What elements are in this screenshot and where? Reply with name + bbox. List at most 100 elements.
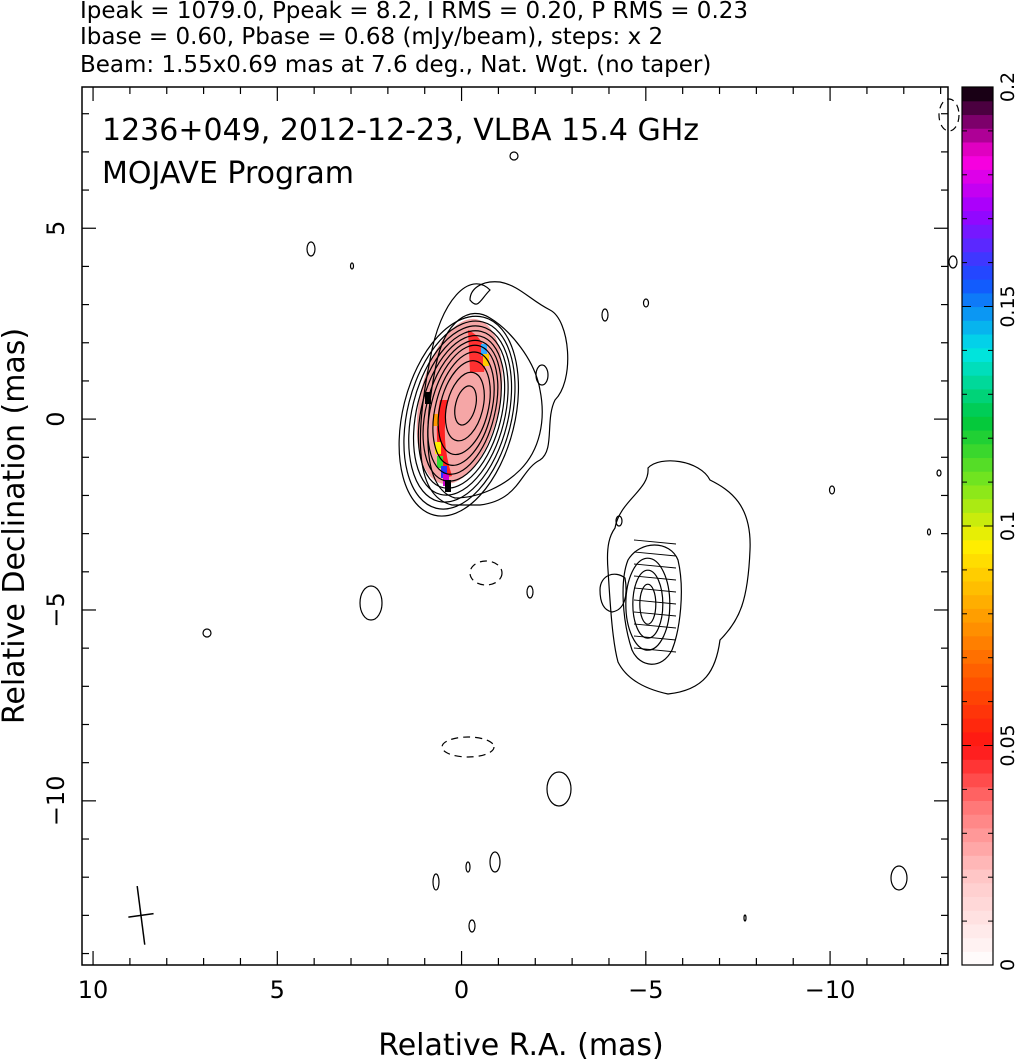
colorbar-band <box>962 594 993 609</box>
colorbar-band <box>962 855 993 870</box>
negative-noise-contour <box>938 98 960 132</box>
beam-minor-axis <box>128 912 154 918</box>
colorbar-band <box>962 251 993 266</box>
polarization-vector <box>633 635 677 641</box>
colorbar-band <box>962 224 993 239</box>
noise-contour <box>489 851 501 873</box>
contours <box>398 281 751 695</box>
noise-contour <box>526 585 534 599</box>
noise-contour <box>642 298 650 308</box>
colorbar-band <box>962 814 993 829</box>
x-tick-label: −10 <box>805 976 856 1004</box>
core-contour <box>432 351 495 466</box>
noise-contour <box>465 861 471 873</box>
colorbar-band <box>962 553 993 568</box>
colorbar-band <box>962 196 993 212</box>
header-line-2: Ibase = 0.60, Pbase = 0.68 (mJy/beam), s… <box>80 24 663 50</box>
colorbar-band <box>962 279 993 294</box>
colorbar-band <box>962 772 993 788</box>
polarization-pixel <box>481 344 487 356</box>
y-tick-label: 0 <box>42 411 70 426</box>
core-contour <box>427 312 543 499</box>
colorbar-band <box>962 100 993 116</box>
noise-contour <box>936 469 942 477</box>
colorbar-tick-label: 0.15 <box>997 285 1019 327</box>
colorbar-band <box>962 416 993 431</box>
polarization-vector <box>633 599 677 605</box>
colorbar-band <box>962 183 993 198</box>
colorbar: 0 0.05 0.1 0.15 0.2 <box>961 72 1019 971</box>
colorbar-band <box>962 526 993 541</box>
colorbar-band <box>962 333 993 349</box>
colorbar-band <box>962 443 993 459</box>
header-line-1: Ipeak = 1079.0, Ppeak = 8.2, I RMS = 0.2… <box>80 0 748 24</box>
x-tick-label: −5 <box>628 976 663 1004</box>
colorbar-band <box>962 114 993 129</box>
jet-contour <box>639 583 657 625</box>
noise-contour <box>926 528 932 536</box>
core-contour <box>408 325 513 503</box>
polarization-vector <box>633 647 677 653</box>
noise-contour <box>890 865 908 891</box>
colorbar-band <box>962 484 993 500</box>
colorbar-band <box>962 786 993 801</box>
colorbar-band <box>962 841 993 856</box>
colorbar-band <box>962 155 993 170</box>
colorbar-band <box>962 951 993 966</box>
colorbar-band <box>962 896 993 911</box>
x-tick-label: 5 <box>270 976 285 1004</box>
polarization-pixel <box>441 466 447 478</box>
polarization-vector <box>633 551 677 557</box>
core-contour <box>422 339 502 482</box>
polarization-vector <box>633 563 677 569</box>
colorbar-band <box>962 210 993 225</box>
y-axis-label: Relative Declination (mas) <box>0 328 32 724</box>
jet-contour <box>622 544 682 665</box>
colorbar-band <box>962 567 993 582</box>
colorbar-band <box>962 457 993 472</box>
core-contour <box>398 315 520 517</box>
polarization-vector <box>633 539 677 545</box>
chart-subtitle: MOJAVE Program <box>102 156 354 191</box>
noise-contour <box>349 262 355 270</box>
noise-contours <box>202 98 960 933</box>
core-contour <box>427 344 499 475</box>
polarization-vector <box>633 611 677 617</box>
core-outer-contour <box>419 281 569 506</box>
header-line-3: Beam: 1.55x0.69 mas at 7.6 deg., Nat. Wg… <box>80 52 711 78</box>
colorbar-band <box>962 265 993 280</box>
colorbar-band <box>962 141 993 157</box>
colorbar-tick-label: 0.05 <box>997 724 1019 766</box>
colorbar-band <box>962 759 993 774</box>
y-tick-label: 5 <box>42 221 70 236</box>
negative-noise-contour <box>469 560 503 586</box>
colorbar-band <box>962 388 993 404</box>
colorbar-band <box>962 868 993 884</box>
core-contour <box>444 371 485 442</box>
noise-contour <box>468 919 476 933</box>
jet-contour <box>625 557 671 651</box>
colorbar-band <box>962 87 993 102</box>
jet-outer-contour <box>606 460 751 695</box>
colorbar-band <box>962 361 993 376</box>
colorbar-band <box>962 731 993 747</box>
colorbar-band <box>962 622 993 637</box>
noise-contour <box>202 628 212 638</box>
polarization-pixel <box>435 442 441 454</box>
negative-noise-contour <box>441 736 495 758</box>
colorbar-band <box>962 347 993 362</box>
noise-contour <box>615 515 623 527</box>
noise-contour <box>359 585 383 621</box>
core-pink-region <box>416 318 503 485</box>
plot-frame <box>81 86 949 966</box>
beam-marker <box>128 885 154 945</box>
x-axis-label: Relative R.A. (mas) <box>378 1028 664 1060</box>
jet-side-contour <box>599 573 627 613</box>
polarization-pixel <box>437 456 443 468</box>
colorbar-band <box>962 937 993 952</box>
colorbar-tick-label: 0.1 <box>997 511 1019 541</box>
colorbar-band <box>962 649 993 664</box>
colorbar-band <box>962 292 993 308</box>
colorbar-band <box>962 498 993 513</box>
